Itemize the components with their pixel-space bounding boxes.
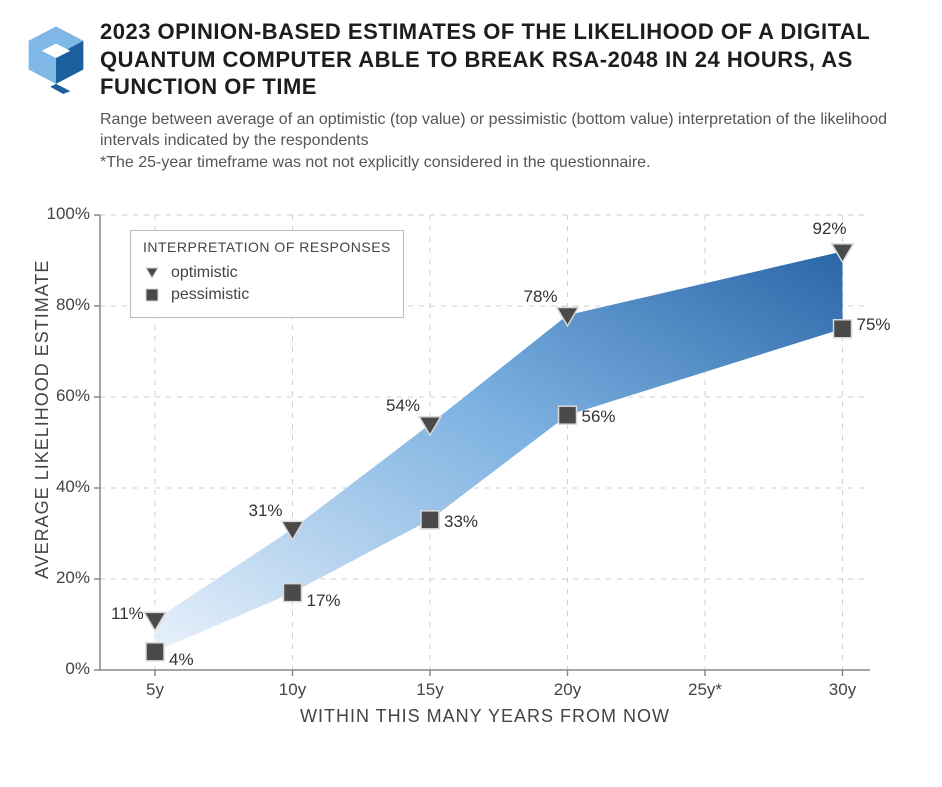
y-tick-label: 20% (56, 568, 90, 588)
x-tick-label: 10y (279, 680, 306, 700)
y-axis-label: AVERAGE LIKELIHOOD ESTIMATE (32, 260, 53, 579)
legend-item-optimistic: optimistic (143, 262, 391, 284)
y-tick-label: 80% (56, 295, 90, 315)
title-block: 2023 OPINION-BASED ESTIMATES OF THE LIKE… (100, 18, 922, 173)
page: 2023 OPINION-BASED ESTIMATES OF THE LIKE… (0, 0, 942, 787)
y-tick-label: 100% (47, 204, 90, 224)
x-tick-label: 25y* (688, 680, 722, 700)
legend-title: INTERPRETATION OF RESPONSES (143, 239, 391, 256)
point-label-optimistic: 92% (813, 219, 847, 239)
x-tick-label: 20y (554, 680, 581, 700)
y-tick-label: 0% (65, 659, 90, 679)
y-tick-label: 60% (56, 386, 90, 406)
triangle-down-icon (143, 266, 161, 280)
x-axis-label: WITHIN THIS MANY YEARS FROM NOW (300, 706, 670, 727)
point-label-optimistic: 31% (249, 501, 283, 521)
x-tick-label: 15y (416, 680, 443, 700)
legend-label-optimistic: optimistic (171, 262, 238, 284)
legend: INTERPRETATION OF RESPONSES optimistic p… (130, 230, 404, 318)
point-label-pessimistic: 4% (169, 650, 194, 670)
point-label-pessimistic: 33% (444, 512, 478, 532)
point-label-optimistic: 54% (386, 396, 420, 416)
x-tick-label: 5y (146, 680, 164, 700)
legend-item-pessimistic: pessimistic (143, 284, 391, 306)
x-tick-label: 30y (829, 680, 856, 700)
y-tick-label: 40% (56, 477, 90, 497)
point-label-pessimistic: 17% (307, 591, 341, 611)
header: 2023 OPINION-BASED ESTIMATES OF THE LIKE… (20, 18, 922, 173)
point-label-pessimistic: 75% (857, 315, 891, 335)
logo-icon (20, 22, 92, 94)
legend-label-pessimistic: pessimistic (171, 284, 249, 306)
chart-subtitle: Range between average of an optimistic (… (100, 109, 922, 174)
point-label-optimistic: 78% (524, 287, 558, 307)
square-icon (143, 288, 161, 302)
chart-title: 2023 OPINION-BASED ESTIMATES OF THE LIKE… (100, 18, 922, 101)
point-label-pessimistic: 56% (582, 407, 616, 427)
point-label-optimistic: 11% (111, 604, 144, 624)
